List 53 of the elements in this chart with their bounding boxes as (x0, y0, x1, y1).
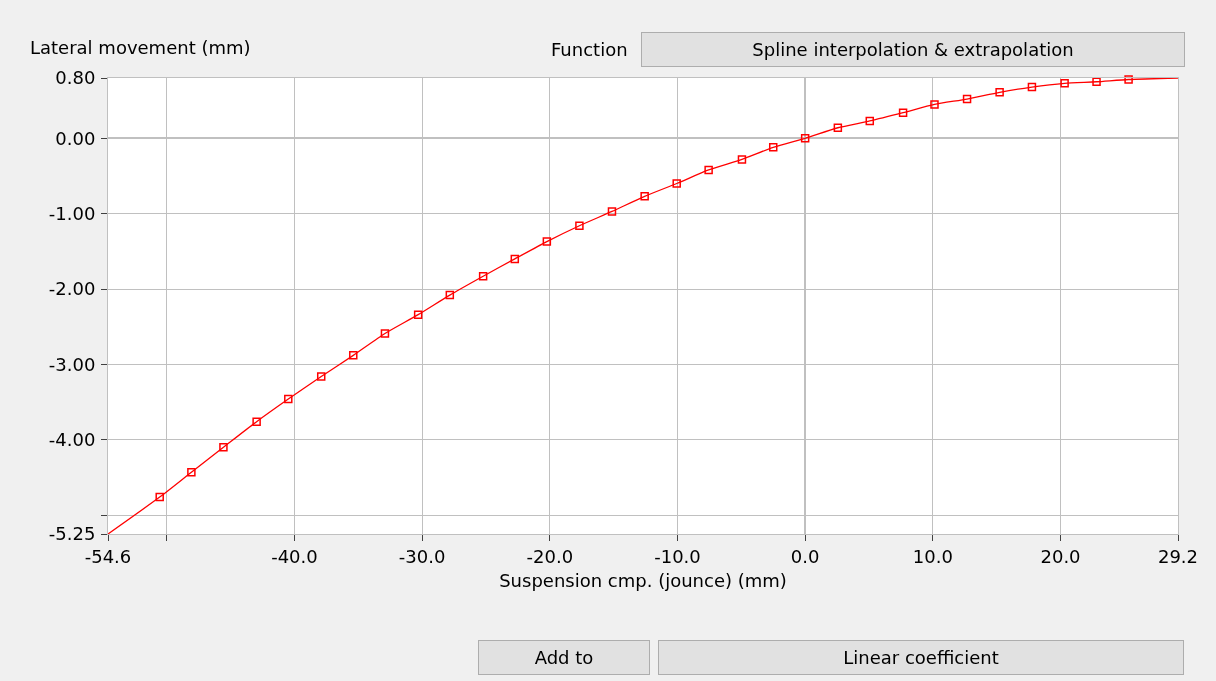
point (380, 329, 390, 338)
point (768, 143, 778, 152)
point (349, 351, 358, 360)
point (413, 310, 423, 319)
point (865, 116, 875, 126)
point (219, 443, 228, 452)
point (640, 192, 649, 201)
x-tick-label: 10.0 (912, 545, 953, 567)
point (995, 88, 1004, 97)
point (737, 155, 747, 164)
point (575, 221, 584, 230)
x-tick-label: -20.0 (526, 545, 574, 567)
x-tick-label: -10.0 (654, 545, 701, 567)
x-tick-label: 20.0 (1040, 545, 1081, 567)
text: Add to (534, 647, 594, 668)
text: Function (551, 39, 628, 60)
point (1027, 82, 1037, 92)
x-axis-title: Suspension cmp. (jounce) (mm) (499, 569, 787, 591)
point (930, 100, 939, 109)
point (1060, 79, 1069, 88)
point (252, 417, 261, 426)
point (1092, 77, 1101, 87)
point (510, 254, 520, 264)
x-tick-label: -30.0 (398, 545, 446, 567)
point (445, 290, 455, 300)
point (607, 207, 617, 216)
point (672, 179, 681, 188)
point (155, 492, 164, 502)
y-tick-label: -3.00 (48, 353, 96, 375)
y-tick-label: -4.00 (48, 429, 96, 451)
y-tick-label: -5.25 (48, 523, 96, 545)
x-tick-label: 29.2 (1157, 545, 1199, 567)
point (962, 94, 972, 104)
point (704, 165, 713, 175)
point (316, 372, 326, 381)
point (833, 123, 843, 132)
x-tick-label: -54.6 (84, 545, 132, 567)
text: Linear coefficient (843, 647, 999, 668)
point (284, 394, 293, 404)
y-tick-label: 0.80 (55, 67, 96, 89)
y-tick-label: -1.00 (48, 202, 96, 224)
point (800, 134, 810, 143)
y-axis-title: Lateral movement (mm) (30, 37, 251, 58)
y-tick-label: -2.00 (48, 278, 96, 300)
text: Spline interpolation & extrapolation (752, 39, 1074, 60)
point (542, 237, 552, 246)
x-tick-label: 0.0 (790, 545, 820, 567)
point (478, 271, 488, 281)
x-tick-label: -40.0 (271, 545, 318, 567)
point (187, 467, 196, 477)
point (898, 108, 908, 117)
point (1124, 75, 1133, 84)
y-tick-label: 0.00 (55, 127, 96, 149)
